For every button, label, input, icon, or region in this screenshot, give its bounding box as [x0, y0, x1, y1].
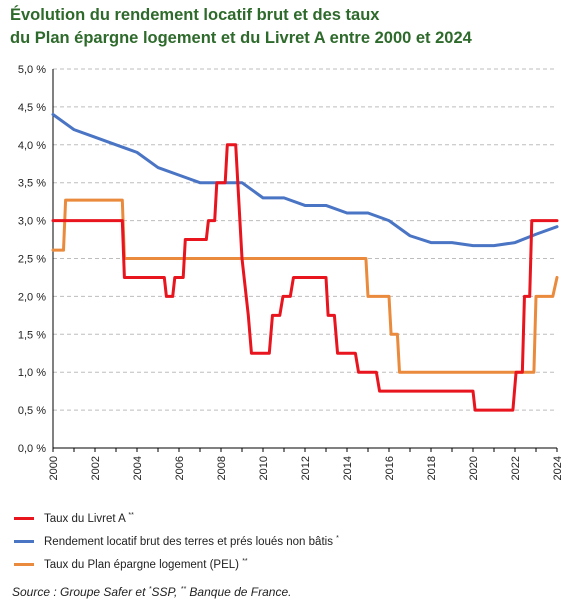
series-lines: [51, 112, 559, 412]
source-mark-1: *: [148, 586, 152, 593]
y-tick-label: 4,5 %: [18, 102, 46, 114]
series-line-pel: [51, 198, 559, 374]
legend-mark-pel: **: [242, 557, 248, 565]
legend: Taux du Livret A ** Rendement locatif br…: [14, 508, 574, 577]
source-prefix: Source : Groupe Safer et: [12, 585, 149, 599]
x-tick-label: 2016: [384, 456, 396, 480]
legend-mark-livret-a: **: [128, 511, 134, 519]
x-tick-label: 2002: [90, 456, 102, 480]
y-tick-labels: 0,0 % 0,5 % 1,0 % 1,5 % 2,0 % 2,5 % 3,0 % 3,5 %…: [18, 64, 46, 455]
chart-title-line-1: Évolution du rendement locatif brut et d…: [10, 6, 380, 24]
grid-lines: [53, 68, 557, 411]
x-tick-label: 2022: [510, 456, 522, 480]
legend-text-pel: Taux du Plan épargne logement (PEL): [44, 558, 239, 571]
chart-title: Évolution du rendement locatif brut et d…: [10, 4, 575, 50]
legend-label-pel: Taux du Plan épargne logement (PEL) **: [44, 558, 248, 571]
x-tick-label: 2008: [216, 456, 228, 480]
y-tick-label: 2,5 %: [18, 254, 46, 266]
y-tick-label: 3,0 %: [18, 216, 46, 228]
legend-label-livret-a: Taux du Livret A **: [44, 512, 134, 525]
x-tick-label: 2010: [258, 456, 270, 480]
source-note: Source : Groupe Safer et *SSP, ** Banque…: [12, 585, 291, 599]
x-tick-label: 2000: [48, 456, 60, 480]
legend-text-rendement: Rendement locatif brut des terres et pré…: [44, 535, 333, 548]
legend-swatch-pel: [14, 562, 34, 566]
series-line-livret-a: [51, 143, 559, 412]
x-tick-label: 2020: [468, 456, 480, 480]
y-tick-label: 0,5 %: [18, 405, 46, 417]
legend-item-pel: Taux du Plan épargne logement (PEL) **: [14, 554, 574, 574]
y-tick-label: 2,0 %: [18, 291, 46, 303]
y-tick-label: 3,5 %: [18, 178, 46, 190]
x-tick-label: 2006: [174, 456, 186, 480]
legend-item-rendement: Rendement locatif brut des terres et pré…: [14, 531, 574, 551]
legend-swatch-rendement: [14, 539, 34, 543]
x-tick-labels: 2000 2002 2004 2006 2008 2010 2012 2014 2016 2018…: [48, 456, 564, 480]
source-part-1: SSP,: [151, 585, 181, 599]
x-tick-label: 2024: [552, 456, 564, 480]
legend-item-livret-a: Taux du Livret A **: [14, 508, 574, 528]
legend-text-livret-a: Taux du Livret A: [44, 512, 126, 525]
source-part-2: Banque de France.: [186, 585, 292, 599]
axes: [52, 69, 558, 452]
y-tick-label: 1,5 %: [18, 329, 46, 341]
x-tick-label: 2014: [342, 456, 354, 480]
chart-title-line-2: du Plan épargne logement et du Livret A …: [10, 29, 472, 47]
y-tick-label: 5,0 %: [18, 64, 46, 76]
x-tick-label: 2012: [300, 456, 312, 480]
legend-swatch-livret-a: [14, 516, 34, 520]
y-tick-label: 4,0 %: [18, 140, 46, 152]
y-tick-label: 1,0 %: [18, 367, 46, 379]
series-line-rendement: [51, 112, 559, 248]
source-mark-2: **: [180, 586, 187, 593]
legend-label-rendement: Rendement locatif brut des terres et pré…: [44, 535, 339, 548]
legend-mark-rendement: *: [336, 534, 339, 542]
y-tick-label: 0,0 %: [18, 443, 46, 455]
x-tick-label: 2004: [132, 456, 144, 480]
x-tick-label: 2018: [426, 456, 438, 480]
